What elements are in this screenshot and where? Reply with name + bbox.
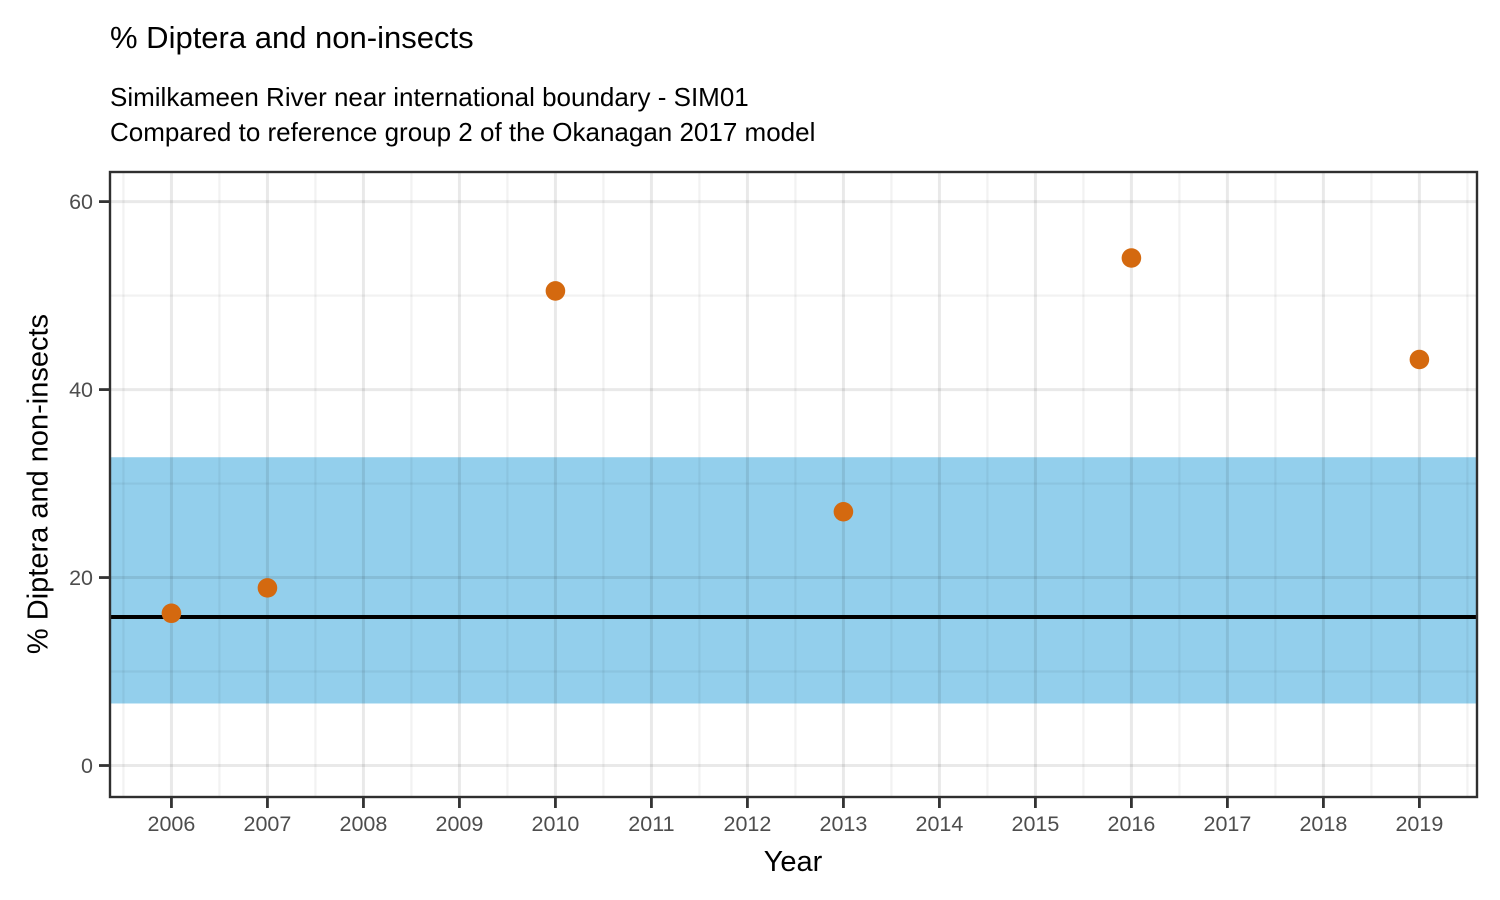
plot-subtitle-line-1: Similkameen River near international bou… xyxy=(110,82,749,112)
data-point xyxy=(257,578,278,598)
x-tick-label: 2017 xyxy=(1203,812,1251,836)
x-tick-label: 2014 xyxy=(915,812,963,836)
data-point xyxy=(545,281,566,301)
y-tick-label: 60 xyxy=(69,190,93,214)
x-tick-label: 2016 xyxy=(1107,812,1155,836)
x-tick-label: 2006 xyxy=(148,812,196,836)
x-tick-label: 2008 xyxy=(340,812,388,836)
y-tick-label: 0 xyxy=(81,754,93,778)
y-tick-label: 20 xyxy=(69,566,93,590)
plot-subtitle: Similkameen River near international bou… xyxy=(110,80,815,150)
data-point xyxy=(1121,248,1142,268)
reference-band xyxy=(110,457,1477,704)
x-tick-label: 2012 xyxy=(723,812,771,836)
x-tick-label: 2015 xyxy=(1011,812,1059,836)
data-point xyxy=(1409,349,1430,370)
data-point xyxy=(833,501,854,522)
x-tick-label: 2009 xyxy=(436,812,484,836)
x-tick-label: 2013 xyxy=(819,812,867,836)
panel-border xyxy=(108,170,1479,799)
x-tick-label: 2007 xyxy=(244,812,292,836)
x-tick-label: 2011 xyxy=(628,812,674,836)
plot-title: % Diptera and non-insects xyxy=(110,20,474,55)
x-tick-label: 2010 xyxy=(532,812,580,836)
data-point xyxy=(161,603,182,624)
y-tick-label: 40 xyxy=(69,378,93,402)
x-tick-label: 2019 xyxy=(1395,812,1443,836)
x-axis-title: Year xyxy=(763,846,823,878)
plot-subtitle-line-2: Compared to reference group 2 of the Oka… xyxy=(110,117,816,147)
x-tick-label: 2018 xyxy=(1299,812,1347,836)
